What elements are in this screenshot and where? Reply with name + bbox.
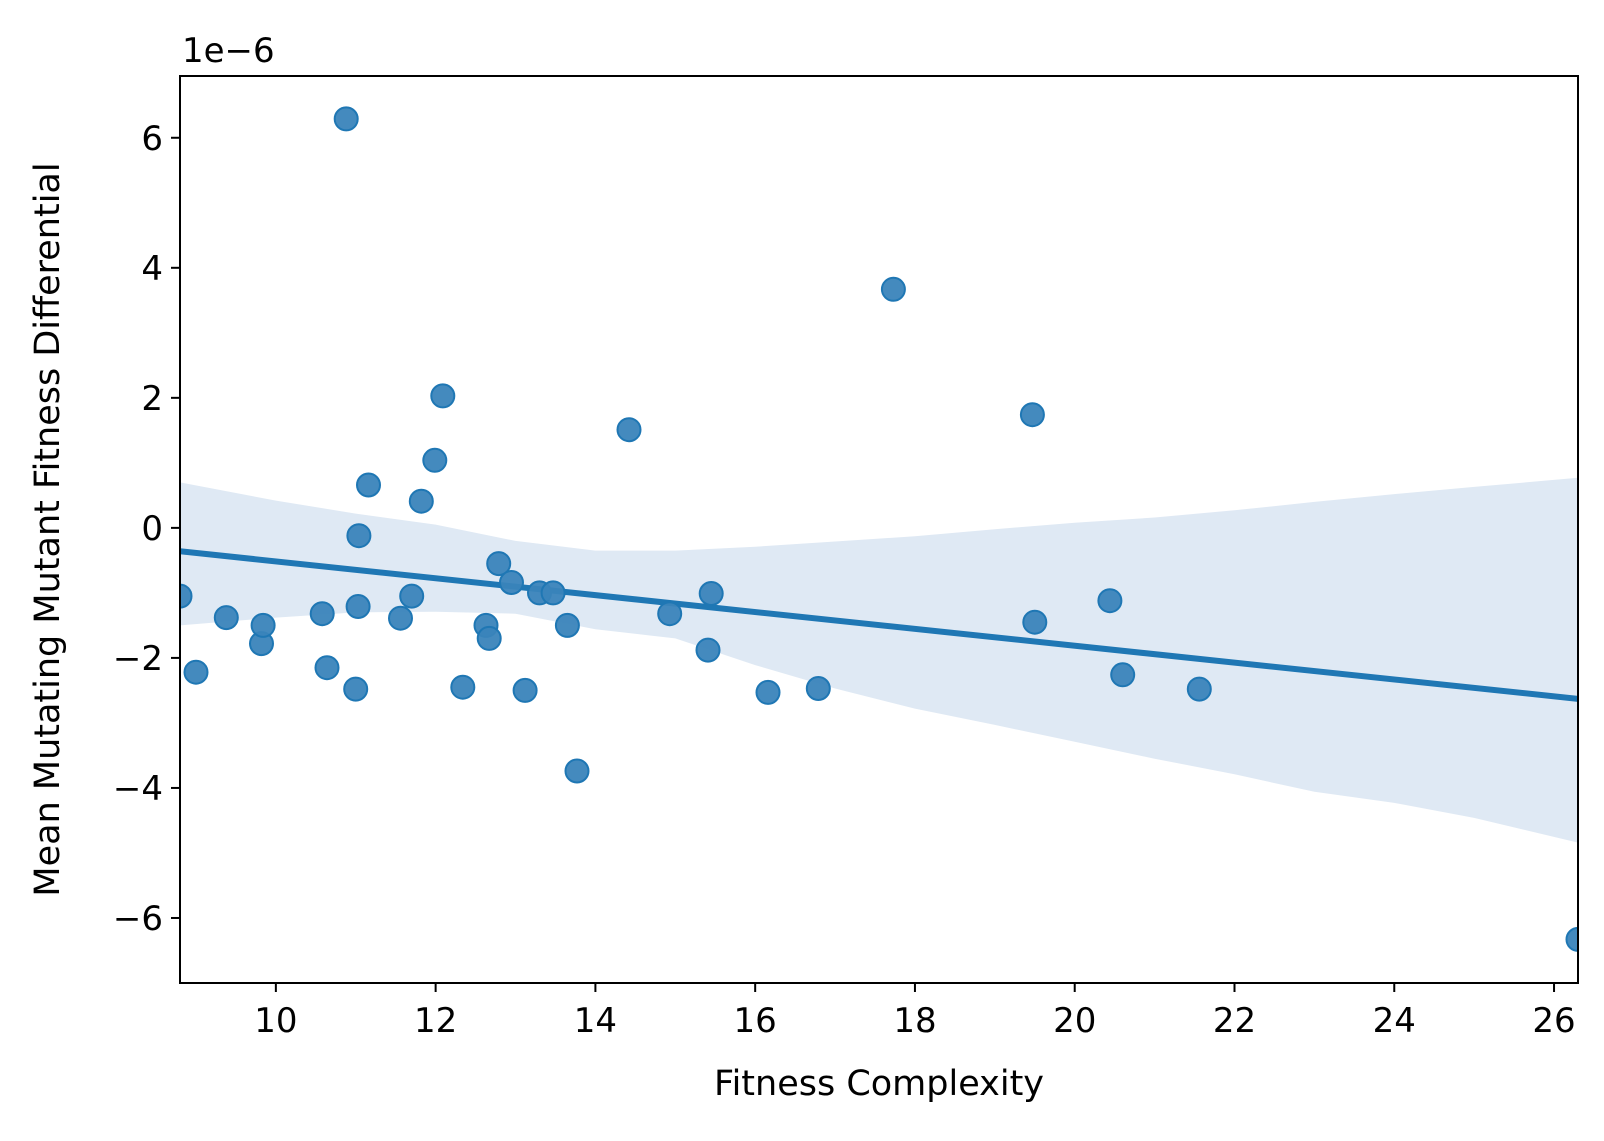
x-tick-label: 10 <box>254 1001 297 1041</box>
data-point <box>422 447 448 473</box>
data-point <box>356 472 381 498</box>
y-axis-ticks: −6 −4 −2 0 2 4 6 <box>113 119 180 939</box>
data-point <box>343 676 369 702</box>
data-point <box>333 106 359 132</box>
y-axis-label: Mean Mutating Mutant Fitness Differentia… <box>28 162 68 896</box>
data-point <box>657 601 683 627</box>
data-point <box>346 523 372 549</box>
x-tick-label: 24 <box>1373 1001 1416 1041</box>
data-point <box>213 605 239 631</box>
data-point <box>554 612 580 638</box>
data-point <box>1019 402 1045 428</box>
plot-frame <box>179 75 1579 984</box>
data-point <box>345 594 371 619</box>
x-axis-ticks: 10 12 14 16 18 20 22 24 26 <box>254 983 1576 1041</box>
data-point <box>430 383 456 409</box>
confidence-band-layer <box>180 477 1578 843</box>
x-axis-label: Fitness Complexity <box>714 1064 1044 1104</box>
x-tick-label: 22 <box>1213 1001 1256 1041</box>
y-tick-label: −2 <box>113 639 163 679</box>
regression-line-layer <box>180 548 1578 702</box>
data-point <box>408 488 434 514</box>
data-point <box>399 583 425 609</box>
data-point <box>540 580 566 606</box>
y-tick-label: −6 <box>113 899 163 939</box>
data-point <box>183 659 209 685</box>
data-point <box>314 655 340 681</box>
data-points-layer <box>180 106 1578 952</box>
y-tick-label: 0 <box>141 509 163 549</box>
data-point <box>616 417 642 443</box>
data-point <box>450 674 476 700</box>
x-tick-label: 12 <box>414 1001 457 1041</box>
data-point <box>1186 676 1212 702</box>
data-point <box>180 583 193 609</box>
data-point <box>1022 609 1048 635</box>
x-tick-label: 26 <box>1532 1001 1575 1041</box>
data-point <box>1565 926 1578 952</box>
x-tick-label: 16 <box>734 1001 777 1041</box>
y-tick-label: −4 <box>113 769 163 809</box>
data-point <box>755 679 781 705</box>
x-tick-label: 14 <box>574 1001 617 1041</box>
data-point <box>388 605 413 631</box>
data-point <box>309 601 335 627</box>
data-point <box>1097 588 1123 614</box>
data-point <box>1110 662 1136 688</box>
data-point <box>805 676 831 701</box>
y-tick-label: 4 <box>141 249 163 289</box>
confidence-band <box>180 477 1578 843</box>
data-point <box>564 758 590 784</box>
y-axis-offset-label: 1e−6 <box>182 31 275 71</box>
data-point <box>880 276 906 302</box>
y-tick-label: 6 <box>141 119 163 159</box>
data-point <box>695 637 721 663</box>
data-point <box>476 625 502 651</box>
data-point <box>486 551 512 577</box>
x-tick-label: 20 <box>1053 1001 1096 1041</box>
data-point <box>512 677 538 703</box>
x-tick-label: 18 <box>893 1001 936 1041</box>
regression-line <box>180 548 1578 702</box>
data-point <box>250 612 276 638</box>
data-point <box>499 570 524 595</box>
y-tick-label: 2 <box>141 379 163 419</box>
data-point <box>698 581 724 606</box>
